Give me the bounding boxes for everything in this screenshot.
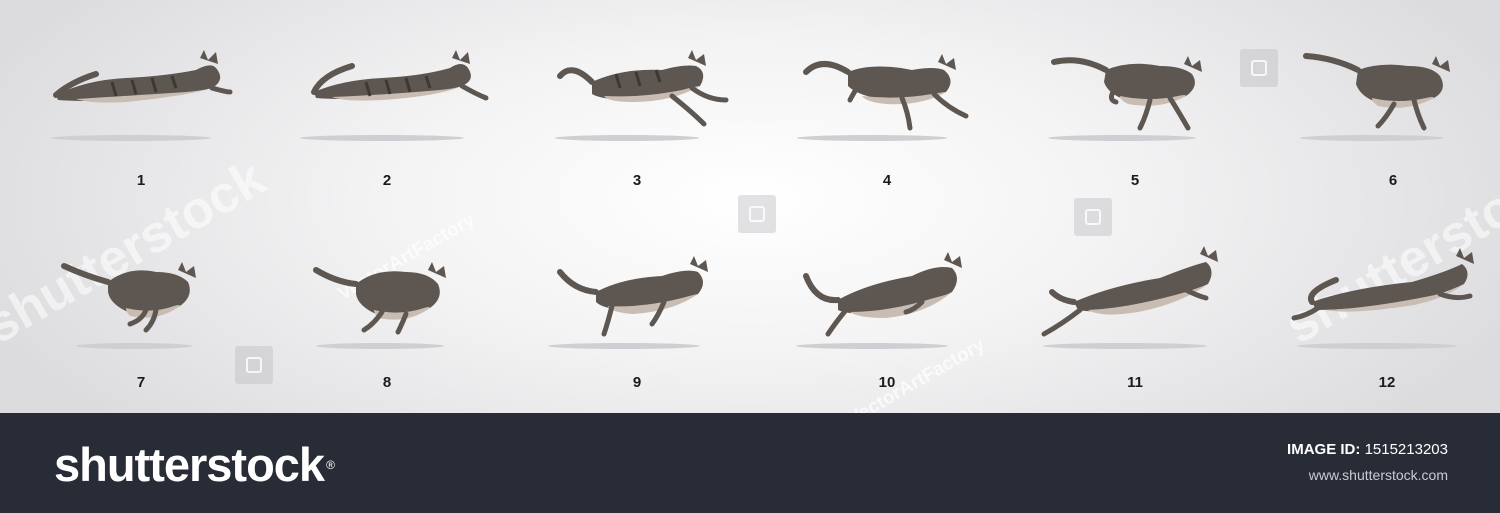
frame-number: 10 [878, 374, 896, 391]
frame-number: 6 [1388, 172, 1398, 189]
frame-10: 10 [762, 206, 1012, 412]
image-id-label: IMAGE ID: [1287, 441, 1361, 458]
footer-bar [0, 413, 1500, 513]
frame-3: 3 [512, 0, 762, 206]
frame-12: 12 [1262, 206, 1500, 412]
frame-number: 5 [1130, 172, 1140, 189]
registered-mark-icon: ® [326, 458, 335, 472]
frame-11: 11 [1010, 206, 1260, 412]
frame-1: 1 [16, 0, 266, 206]
watermark-logo-icon [738, 195, 776, 233]
frame-7: 7 [16, 206, 266, 412]
frame-5: 5 [1010, 0, 1260, 206]
frame-number: 1 [136, 172, 146, 189]
frame-number: 11 [1127, 374, 1143, 391]
frame-number: 12 [1378, 374, 1396, 391]
frame-number: 7 [136, 374, 146, 391]
watermark-logo-icon [235, 346, 273, 384]
frame-number: 9 [632, 374, 642, 391]
frame-8: 8 [262, 206, 512, 412]
image-id: IMAGE ID: 1515213203 [1287, 441, 1448, 458]
frame-number: 4 [882, 172, 892, 189]
frame-6: 6 [1268, 0, 1500, 206]
watermark-logo-icon [1074, 198, 1112, 236]
logo-text: shutterstock [54, 438, 325, 491]
frame-2: 2 [262, 0, 512, 206]
website-link[interactable]: www.shutterstock.com [1308, 467, 1448, 483]
frame-number: 2 [382, 172, 392, 189]
image-id-value: 1515213203 [1364, 441, 1448, 458]
frame-number: 3 [632, 172, 642, 189]
watermark-logo-icon [1240, 49, 1278, 87]
frame-9: 9 [512, 206, 762, 412]
shutterstock-logo[interactable]: shutterstock ® [54, 438, 335, 491]
frame-number: 8 [382, 374, 392, 391]
frame-4: 4 [762, 0, 1012, 206]
sprite-sheet: shutterstock shutterstock VectorArtFacto… [0, 0, 1500, 413]
